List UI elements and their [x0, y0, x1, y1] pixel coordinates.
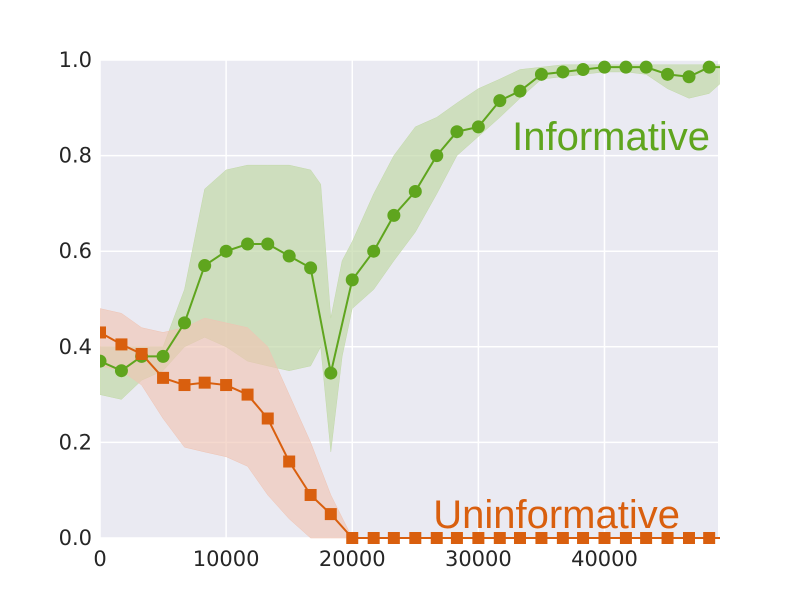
- informative-point: [219, 244, 233, 258]
- informative-point: [619, 60, 633, 74]
- uninformative-point: [598, 532, 611, 544]
- uninformative-point: [178, 379, 191, 392]
- uninformative-point: [324, 508, 337, 521]
- informative-point: [241, 237, 255, 251]
- uninformative-point: [135, 347, 148, 360]
- uninformative-point: [640, 532, 653, 544]
- uninformative-point: [430, 532, 443, 544]
- y-tick-label: 0.2: [59, 430, 92, 454]
- informative-point: [387, 208, 401, 222]
- informative-point: [156, 349, 170, 363]
- uninformative-point: [241, 388, 254, 401]
- informative-point: [304, 261, 318, 275]
- uninformative-point: [387, 532, 400, 544]
- uninformative-point: [556, 532, 569, 544]
- uninformative-point: [100, 326, 106, 339]
- uninformative-point: [535, 532, 548, 544]
- informative-point: [100, 354, 107, 368]
- uninformative-point: [725, 532, 737, 544]
- uninformative-label: Uninformative: [433, 493, 680, 537]
- informative-point: [597, 60, 611, 74]
- informative-point: [198, 259, 212, 273]
- informative-point: [324, 366, 338, 380]
- uninformative-point: [367, 532, 380, 544]
- x-tick-label: 40000: [571, 547, 638, 571]
- informative-point: [114, 364, 128, 378]
- informative-point: [408, 184, 422, 198]
- informative-point: [556, 65, 570, 79]
- uninformative-point: [513, 532, 526, 544]
- informative-point: [534, 67, 548, 81]
- y-tick-label: 0.8: [59, 144, 92, 168]
- uninformative-point: [346, 532, 359, 544]
- y-tick-label: 0.0: [59, 526, 92, 550]
- series-labels: Informative Uninformative: [433, 115, 710, 537]
- informative-point: [724, 61, 737, 74]
- informative-point: [450, 125, 464, 139]
- informative-point: [367, 244, 381, 258]
- informative-point: [682, 70, 696, 84]
- uninformative-point: [703, 532, 716, 544]
- uninformative-point: [115, 338, 128, 351]
- x-tick-label: 10000: [193, 547, 260, 571]
- uninformative-point: [661, 532, 674, 544]
- informative-point: [513, 84, 527, 98]
- uninformative-point: [682, 532, 695, 544]
- uninformative-point: [619, 532, 632, 544]
- uninformative-point: [577, 532, 590, 544]
- informative-point: [345, 273, 359, 287]
- informative-label: Informative: [512, 115, 710, 159]
- uninformative-point: [261, 412, 274, 425]
- uninformative-point: [304, 488, 317, 501]
- informative-point: [576, 63, 590, 77]
- uninformative-point: [198, 376, 211, 389]
- uninformative-point: [220, 379, 233, 392]
- informative-point: [261, 237, 275, 251]
- informative-point: [178, 316, 192, 330]
- x-tick-label: 0: [93, 547, 106, 571]
- uninformative-point: [157, 371, 170, 384]
- x-tick-label: 20000: [319, 547, 386, 571]
- uninformative-point: [409, 532, 422, 544]
- series-markers: [100, 60, 737, 544]
- informative-point: [661, 67, 675, 81]
- y-tick-label: 1.0: [59, 48, 92, 72]
- x-tick-label: 30000: [445, 547, 512, 571]
- informative-point: [282, 249, 296, 263]
- informative-point: [430, 149, 444, 163]
- y-tick-label: 0.6: [59, 239, 92, 263]
- informative-point: [702, 60, 716, 74]
- y-tick-label: 0.4: [59, 335, 92, 359]
- informative-point: [471, 120, 485, 134]
- uninformative-point: [493, 532, 506, 544]
- informative-point: [639, 60, 653, 74]
- informative-point: [493, 94, 507, 108]
- uninformative-point: [450, 532, 463, 544]
- uninformative-point: [472, 532, 485, 544]
- uninformative-point: [283, 455, 296, 468]
- tick-labels: 0 10000 20000 30000 40000 0.0 0.2 0.4 0.6 0.8 1.0: [59, 48, 638, 571]
